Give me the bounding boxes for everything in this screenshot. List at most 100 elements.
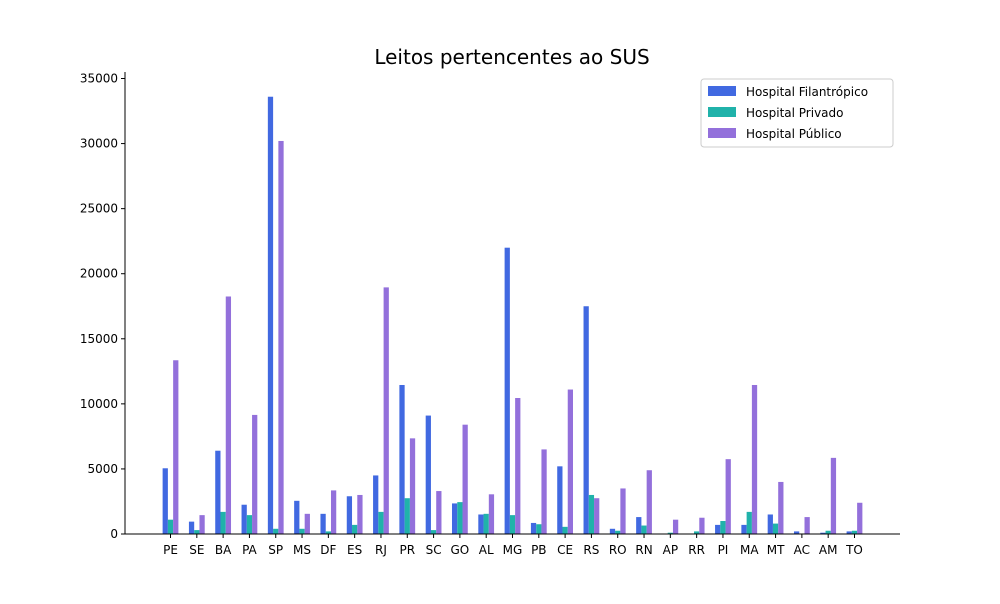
bar-pe-series-1	[162, 468, 168, 534]
bar-sp-series-1	[267, 96, 274, 534]
x-tick-label-rj: RJ	[375, 543, 387, 557]
bar-ma-series-2	[746, 511, 752, 534]
bar-ba-series-3	[225, 296, 232, 534]
bar-rj-series-1	[373, 475, 379, 534]
legend-label-3: Hospital Público	[746, 127, 842, 141]
legend: Hospital Filantrópico Hospital Privado Hos…	[700, 78, 894, 148]
bar-rs-series-3	[594, 498, 600, 534]
x-tick-label-ap: AP	[663, 543, 678, 557]
bar-rr-series-3	[699, 517, 705, 534]
bar-go-series-1	[451, 503, 458, 534]
x-tick-label-ba: BA	[215, 543, 232, 557]
x-tick-label-se: SE	[189, 543, 204, 557]
x-tick-label-sp: SP	[268, 543, 283, 557]
y-tick-label: 20000	[80, 267, 118, 281]
bar-mg-series-3	[515, 398, 521, 534]
bar-pr-series-2	[404, 498, 410, 534]
legend-label-2: Hospital Privado	[746, 106, 843, 120]
bar-ap-series-2	[667, 532, 673, 534]
bar-mt-series-1	[767, 514, 773, 534]
bar-to-series-1	[846, 531, 852, 534]
bar-rn-series-3	[646, 470, 652, 534]
x-tick-label-to: TO	[845, 543, 863, 557]
bar-es-series-2	[352, 524, 358, 534]
bar-pi-series-2	[720, 520, 726, 534]
x-tick-label-ms: MS	[293, 543, 311, 557]
bar-ce-series-1	[557, 466, 563, 534]
x-tick-label-es: ES	[347, 543, 362, 557]
x-tick-label-ce: CE	[557, 543, 573, 557]
y-tick-label: 35000	[80, 72, 118, 86]
x-tick-label-am: AM	[819, 543, 838, 557]
legend-swatch-1	[708, 86, 736, 96]
bar-ce-series-3	[567, 389, 573, 534]
bar-ro-series-1	[609, 528, 616, 534]
y-tick-label: 30000	[80, 137, 118, 151]
bar-ro-series-3	[620, 488, 626, 534]
bar-rs-series-1	[583, 306, 589, 534]
x-tick-label-mt: MT	[767, 543, 785, 557]
bar-am-series-2	[825, 530, 831, 534]
y-tick-label: 10000	[80, 397, 118, 411]
bar-rj-series-3	[383, 287, 389, 534]
axes-layer: 0 5000 10000 15000 20000 25000 30000 35000 PE SE B…	[80, 72, 900, 557]
bar-pr-series-1	[399, 384, 405, 534]
bar-pe-series-2	[167, 519, 174, 534]
x-tick-label-ac: AC	[794, 543, 810, 557]
x-tick-label-ma: MA	[740, 543, 759, 557]
bar-ms-series-2	[299, 528, 305, 534]
bar-pb-series-1	[530, 522, 537, 534]
legend-swatch-3	[708, 128, 736, 138]
bar-df-series-1	[320, 513, 326, 534]
x-tick-label-sc: SC	[426, 543, 442, 557]
bar-ma-series-3	[751, 384, 758, 534]
bar-mt-series-2	[772, 523, 779, 534]
bar-to-series-3	[857, 502, 863, 534]
bar-se-series-1	[188, 521, 195, 534]
bar-pa-series-3	[252, 414, 258, 534]
legend-label-1: Hospital Filantrópico	[746, 85, 868, 99]
x-tick-label-rs: RS	[583, 543, 599, 557]
bar-se-series-2	[194, 530, 200, 534]
chart-title: Leitos pertencentes ao SUS	[374, 45, 649, 69]
x-tick-label-pi: PI	[718, 543, 729, 557]
bar-ac-series-1	[793, 531, 800, 534]
bar-ba-series-2	[220, 511, 226, 534]
y-tick-label: 0	[110, 527, 118, 541]
bar-rs-series-2	[588, 494, 595, 534]
bar-se-series-3	[199, 515, 205, 534]
bar-sp-series-2	[273, 528, 279, 534]
bar-pa-series-1	[241, 504, 247, 534]
bar-mg-series-2	[509, 515, 516, 534]
bar-ac-series-3	[804, 517, 810, 534]
x-tick-label-mg: MG	[503, 543, 523, 557]
x-tick-label-al: AL	[479, 543, 494, 557]
bar-mt-series-3	[778, 481, 784, 534]
bar-pe-series-3	[173, 360, 179, 534]
bar-ma-series-1	[741, 524, 747, 534]
x-tick-label-rn: RN	[635, 543, 652, 557]
bar-ms-series-3	[304, 513, 310, 534]
bar-rr-series-2	[694, 531, 700, 534]
y-tick-label: 5000	[87, 462, 118, 476]
bar-pa-series-2	[246, 515, 253, 534]
bar-go-series-3	[462, 424, 468, 534]
y-tick-label: 15000	[80, 332, 118, 346]
bar-rn-series-1	[636, 517, 642, 534]
bar-ce-series-2	[562, 526, 568, 534]
bar-al-series-2	[483, 513, 489, 534]
bar-ms-series-1	[294, 500, 300, 534]
bar-ap-series-3	[672, 519, 679, 534]
bar-df-series-3	[330, 490, 337, 534]
bar-pr-series-3	[409, 438, 416, 534]
bar-pi-series-1	[715, 524, 721, 534]
x-tick-label-ro: RO	[609, 543, 627, 557]
bars-layer	[162, 96, 863, 534]
x-tick-label-pb: PB	[531, 543, 546, 557]
bar-go-series-2	[457, 502, 463, 534]
bar-df-series-2	[325, 531, 331, 534]
bar-am-series-3	[830, 457, 837, 534]
bar-to-series-2	[851, 530, 858, 534]
